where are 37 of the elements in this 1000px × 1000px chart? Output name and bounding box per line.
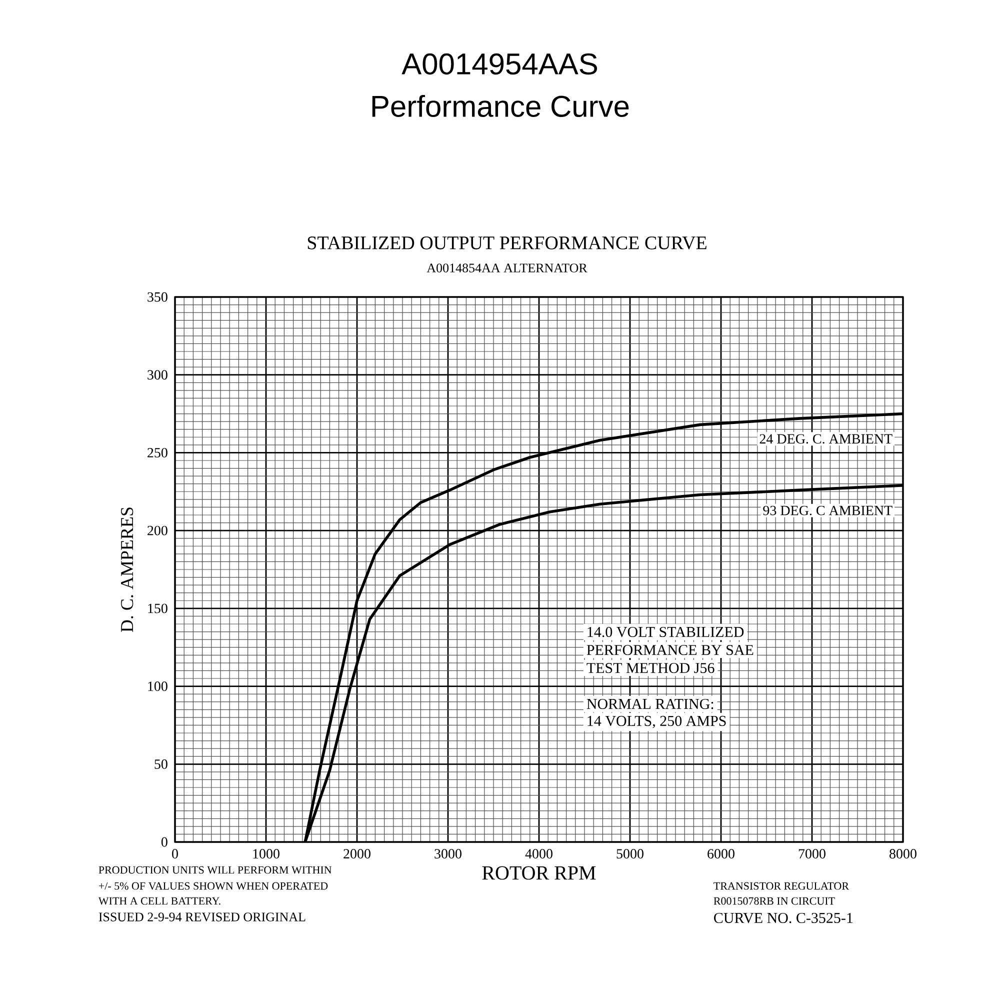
x-tick-label: 0 xyxy=(172,849,178,858)
text: A0014854AA ALTERNATOR xyxy=(426,264,588,272)
y-tick-label: 250 xyxy=(148,448,168,458)
y-tick-label: 350 xyxy=(148,292,168,302)
text: CURVE NO. C-3525-1 xyxy=(714,912,853,924)
text: WITH A CELL BATTERY. xyxy=(98,897,220,905)
series-label: 24 DEG. C. AMBIENT xyxy=(760,434,892,444)
text: PRODUCTION UNITS WILL PERFORM WITHIN xyxy=(98,866,332,874)
y-tick-label: 0 xyxy=(161,837,168,847)
annotation: 14 VOLTS, 250 AMPS xyxy=(588,716,726,728)
x-tick-label: 6000 xyxy=(708,849,734,858)
chart-subtitle: Performance Curve xyxy=(372,94,629,117)
annotation: 14.0 VOLT STABILIZED xyxy=(588,626,744,638)
series-label: 93 DEG. C AMBIENT xyxy=(763,506,892,516)
chart-title: A0014954AAS xyxy=(402,53,598,75)
text: +/- 5% OF VALUES SHOWN WHEN OPERATED xyxy=(98,882,328,890)
y-tick-label: 50 xyxy=(154,759,168,769)
y-tick-label: 100 xyxy=(148,682,168,691)
text: R0015078RB IN CIRCUIT xyxy=(714,897,835,905)
text: ISSUED 2-9-94 REVISED ORIGINAL xyxy=(98,912,306,922)
annotation: TEST METHOD J56 xyxy=(586,662,714,674)
x-axis-title: ROTOR RPM xyxy=(482,866,596,880)
x-tick-label: 1000 xyxy=(253,849,280,858)
annotation: PERFORMANCE BY SAE xyxy=(586,644,754,656)
y-axis-title: D. C. AMPERES xyxy=(121,508,134,632)
x-tick-label: 2000 xyxy=(344,849,370,858)
x-tick-label: 7000 xyxy=(798,849,826,858)
y-tick-label: 150 xyxy=(148,604,168,614)
y-tick-label: 200 xyxy=(148,526,168,536)
y-tick-label: 300 xyxy=(148,370,168,380)
x-tick-label: 8000 xyxy=(890,849,916,858)
x-tick-label: 4000 xyxy=(525,849,552,858)
x-tick-label: 3000 xyxy=(434,849,462,858)
text: TRANSISTOR REGULATOR xyxy=(714,882,850,890)
annotation: NORMAL RATING: xyxy=(586,698,714,710)
x-tick-label: 5000 xyxy=(616,849,644,858)
text: STABILIZED OUTPUT PERFORMANCE CURVE xyxy=(308,236,706,250)
